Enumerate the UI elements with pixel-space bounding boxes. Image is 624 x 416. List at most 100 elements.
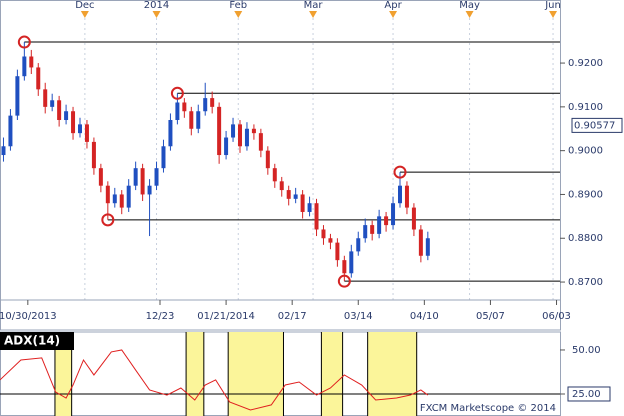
shaded-region xyxy=(367,332,417,416)
candle-body xyxy=(57,100,62,120)
adx-title-box xyxy=(0,332,74,350)
candle-body xyxy=(126,185,131,208)
candle-body xyxy=(203,98,208,112)
candle-body xyxy=(210,98,215,107)
candle-body xyxy=(175,102,180,120)
candle-body xyxy=(8,115,13,147)
candle-body xyxy=(363,225,368,239)
candle-body xyxy=(342,260,347,274)
top-tick-label: Jun xyxy=(544,0,561,11)
x-tick-label: 10/30/2013 xyxy=(0,311,57,322)
candle-body xyxy=(224,137,229,156)
candle-body xyxy=(91,141,96,169)
shaded-region xyxy=(186,332,204,416)
y-tick-label: 0.9100 xyxy=(568,102,603,113)
candle-body xyxy=(258,133,263,151)
candle-body xyxy=(105,185,110,204)
candle-body xyxy=(182,102,187,112)
last-price-box xyxy=(571,117,623,133)
y-tick-label: 0.9000 xyxy=(568,146,603,157)
candle-body xyxy=(293,194,298,199)
candle-body xyxy=(398,185,402,204)
y-tick-label: 0.8800 xyxy=(568,233,603,244)
candle-body xyxy=(238,124,242,147)
top-tick-label: May xyxy=(459,0,480,11)
candle-body xyxy=(286,190,291,199)
candle-body xyxy=(404,185,409,208)
marker-circle xyxy=(393,165,407,179)
marker-circle xyxy=(337,274,351,288)
top-tick-label: Mar xyxy=(304,0,324,11)
y-tick-label: 0.8700 xyxy=(568,277,603,288)
candle-body xyxy=(425,238,430,256)
candle-body xyxy=(265,150,270,169)
candle-body xyxy=(356,238,361,252)
candle-body xyxy=(328,238,333,243)
x-tick-label: 01/21/2014 xyxy=(197,311,255,322)
last-price-label: 0.90577 xyxy=(574,120,615,131)
marker-circle xyxy=(101,213,115,227)
candle-body xyxy=(161,146,166,169)
shaded-region xyxy=(321,332,343,416)
credit: FXCM Marketscope © 2014 xyxy=(420,403,556,414)
candle-body xyxy=(307,203,312,212)
candle-body xyxy=(418,229,423,256)
candle-body xyxy=(133,168,138,186)
adx-line xyxy=(0,349,429,411)
x-tick-label: 02/17 xyxy=(278,311,307,322)
candle-body xyxy=(36,67,41,90)
tick-marker xyxy=(465,11,474,18)
candle-body xyxy=(272,168,277,182)
x-tick-label: 05/07 xyxy=(476,311,505,322)
candle-body xyxy=(98,168,103,186)
candle-body xyxy=(64,111,69,120)
marker-circle xyxy=(170,86,184,100)
candle-body xyxy=(147,185,152,195)
x-tick-label: 04/10 xyxy=(410,311,439,322)
candle-body xyxy=(335,242,340,261)
candle-body xyxy=(29,56,34,68)
x-tick-label: 03/14 xyxy=(344,311,373,322)
candle-body xyxy=(244,128,249,147)
tick-marker xyxy=(309,11,318,18)
x-axis-strip xyxy=(0,299,561,331)
candle-body xyxy=(377,216,382,234)
adx-title: ADX(14) xyxy=(4,334,60,348)
candle-body xyxy=(217,106,222,156)
tick-marker xyxy=(80,11,89,18)
y-tick-label: 0.8900 xyxy=(568,189,603,200)
y-tick-label: 50.00 xyxy=(572,345,601,356)
candle-body xyxy=(251,128,256,134)
candle-body xyxy=(168,120,173,147)
candle-body xyxy=(196,111,201,129)
candle-body xyxy=(43,89,48,107)
top-tick-label: Dec xyxy=(75,0,94,11)
candle-body xyxy=(84,124,89,142)
tick-marker xyxy=(549,11,558,18)
tick-marker xyxy=(234,11,243,18)
candle-body xyxy=(321,229,326,239)
y-tick-label: 0.9200 xyxy=(568,58,603,69)
tick-marker xyxy=(389,11,398,18)
candle-body xyxy=(112,194,117,204)
y-tick-label: 25.00 xyxy=(572,389,601,400)
candle-body xyxy=(231,124,236,138)
threshold-box xyxy=(567,386,611,402)
candle-body xyxy=(279,181,284,191)
top-tick-label: Apr xyxy=(384,0,402,11)
shaded-region xyxy=(228,332,284,416)
candle-body xyxy=(349,251,354,274)
candle-body xyxy=(370,225,375,234)
candle-body xyxy=(391,203,396,226)
candle-body xyxy=(15,76,20,116)
candle-body xyxy=(140,168,145,195)
candle-body xyxy=(71,111,76,134)
candle-body xyxy=(22,56,27,77)
top-tick-label: Feb xyxy=(229,0,247,11)
candle-body xyxy=(50,100,55,107)
candle-body xyxy=(78,124,82,134)
candle-body xyxy=(300,194,305,212)
candle-body xyxy=(314,203,319,230)
adx-panel: 50.00 25.00 ADX(14) FXCM Marketscope © 2014 xyxy=(0,331,611,416)
